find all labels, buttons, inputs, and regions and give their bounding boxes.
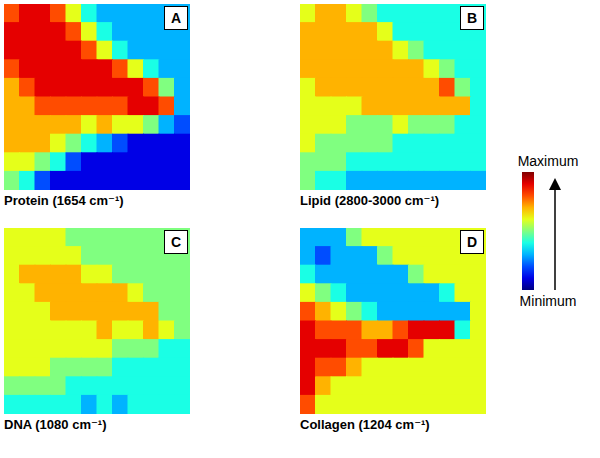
svg-text:Maximum: Maximum bbox=[518, 153, 579, 169]
html-text:A: A bbox=[170, 10, 182, 26]
html-text:B: B bbox=[466, 10, 478, 26]
html-text:D: D bbox=[466, 234, 478, 250]
html-text:Lipid (2800-3000 cm⁻¹): Lipid (2800-3000 cm⁻¹) bbox=[300, 193, 440, 208]
html-text:Collagen (1204 cm⁻¹): Collagen (1204 cm⁻¹) bbox=[300, 417, 430, 432]
svg-text:Minimum: Minimum bbox=[520, 293, 577, 309]
html-text:DNA (1080 cm⁻¹): DNA (1080 cm⁻¹) bbox=[4, 417, 107, 432]
html-text:Protein (1654 cm⁻¹): Protein (1654 cm⁻¹) bbox=[4, 193, 124, 208]
html-text:C: C bbox=[170, 234, 182, 250]
